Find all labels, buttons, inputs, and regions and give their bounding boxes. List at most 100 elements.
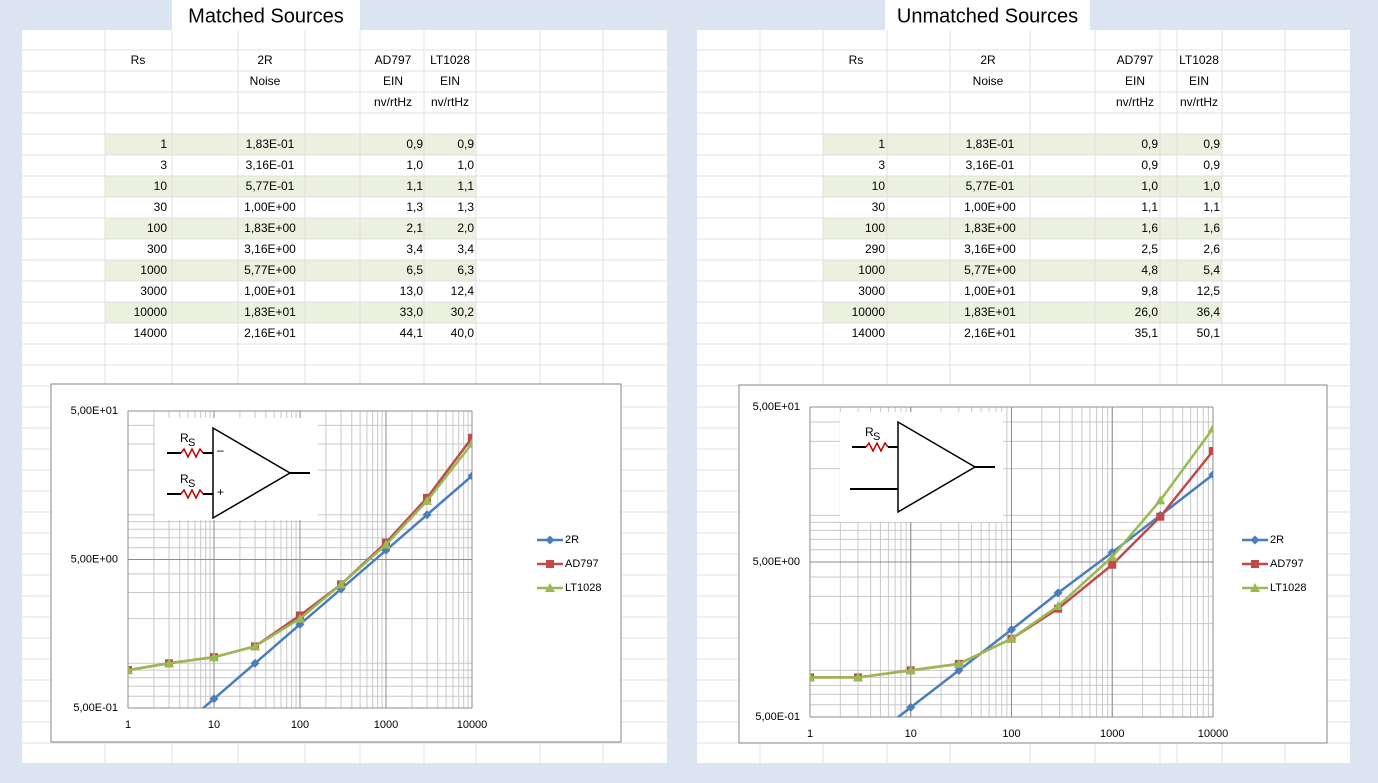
column-header: EIN [1189, 74, 1209, 88]
table-cell: 3,16E+00 [244, 242, 296, 256]
table-cell: 3000 [140, 284, 167, 298]
x-tick-label: 1 [125, 719, 131, 731]
table-cell: 1,00E+01 [244, 284, 296, 298]
table-cell: 1,0 [406, 158, 423, 172]
row-shade [823, 218, 1222, 239]
y-tick-label: 5,00E-01 [73, 702, 118, 714]
marker [1251, 560, 1259, 568]
table-cell: 1,0 [1141, 179, 1158, 193]
table-cell: 1,83E+01 [244, 305, 296, 319]
table-cell: 300 [147, 242, 167, 256]
table-cell: 1,83E+01 [964, 305, 1016, 319]
marker [467, 471, 472, 481]
marker [1007, 625, 1016, 635]
marker [810, 672, 815, 682]
op-amp [897, 420, 977, 514]
marker [954, 665, 964, 675]
table-cell: 3 [160, 158, 167, 172]
marker [250, 658, 260, 668]
x-tick-label: 100 [1002, 728, 1020, 740]
column-header: Rs [131, 53, 146, 67]
table-cell: 0,9 [1141, 158, 1158, 172]
input-sign: – [217, 443, 224, 457]
table-cell: 12,5 [1197, 284, 1221, 298]
column-header: Noise [973, 74, 1004, 88]
sheet-panel: Matched Sources Rs 2R Noise AD797 EIN nv/rtHz L… [22, 0, 667, 763]
marker [128, 665, 133, 675]
x-tick-label: 10 [208, 719, 220, 731]
table-cell: 1000 [858, 263, 885, 277]
marker [1053, 588, 1063, 598]
column-header: AD797 [1117, 53, 1154, 67]
title-box [172, 0, 360, 30]
table-cell: 30 [872, 200, 886, 214]
resistor [180, 447, 204, 459]
table-cell: 0,9 [1203, 158, 1220, 172]
table-cell: 6,5 [406, 263, 423, 277]
marker [295, 613, 305, 623]
y-tick-label: 5,00E+01 [753, 401, 800, 413]
table-cell: 9,8 [1141, 284, 1158, 298]
marker [953, 658, 964, 668]
op-amp [212, 426, 292, 520]
column-header: nv/rtHz [1116, 95, 1154, 109]
chart: 1 10 100 1000 10000 5,00E-01 5,00E+00 5,00E+01 R… [71, 405, 602, 731]
resistor-label: R [865, 425, 874, 439]
row-shade [105, 302, 476, 323]
x-tick-label: 10 [905, 728, 917, 740]
table-cell: 1,3 [406, 200, 423, 214]
marker [1209, 447, 1213, 456]
x-tick-label: 1 [807, 728, 813, 740]
chart-frame [738, 384, 1328, 744]
input-sign: + [217, 485, 224, 499]
table-cell: 1,00E+00 [244, 200, 296, 214]
table-cell: 1,83E-01 [966, 137, 1015, 151]
column-header: EIN [383, 74, 403, 88]
table-cell: 36,4 [1197, 305, 1221, 319]
marker [209, 652, 219, 662]
marker [1155, 495, 1166, 505]
table-cell: 100 [865, 221, 885, 235]
legend-label: LT1028 [1270, 582, 1307, 594]
marker [1053, 601, 1064, 611]
table-cell: 1 [878, 137, 885, 151]
resistor-subscript: S [188, 437, 195, 449]
table-cell: 100 [147, 221, 167, 235]
marker [1108, 560, 1117, 569]
marker [467, 438, 472, 448]
column-header: 2R [257, 53, 273, 67]
table-cell: 1000 [140, 263, 167, 277]
marker [381, 539, 391, 549]
table-cell: 1,83E-01 [246, 137, 295, 151]
table-cell: 1,00E+01 [964, 284, 1016, 298]
column-header: Rs [849, 53, 864, 67]
y-tick-label: 5,00E+01 [71, 405, 118, 417]
column-header: Noise [250, 74, 281, 88]
table-cell: 1,1 [406, 179, 423, 193]
column-header: EIN [440, 74, 460, 88]
table-cell: 30,2 [451, 305, 475, 319]
table-cell: 3,4 [406, 242, 423, 256]
x-tick-label: 1000 [1100, 728, 1124, 740]
plot-area [128, 433, 472, 708]
row-shade [823, 176, 1222, 197]
marker [546, 560, 554, 568]
marker [422, 510, 432, 520]
column-header: nv/rtHz [374, 95, 412, 109]
table-cell: 1,1 [457, 179, 474, 193]
table-cell: 35,1 [1135, 326, 1159, 340]
marker [1208, 423, 1213, 433]
row-shade [823, 260, 1222, 281]
column-header: LT1028 [430, 53, 470, 67]
resistor-subscript: S [188, 478, 195, 490]
table-cell: 1,6 [1141, 221, 1158, 235]
marker [1107, 551, 1118, 561]
table-cell: 5,77E+00 [964, 263, 1016, 277]
panel-title: Unmatched Sources [897, 5, 1078, 27]
table-cell: 2,1 [406, 221, 423, 235]
table-cell: 3000 [858, 284, 885, 298]
marker [336, 579, 347, 589]
marker [1250, 583, 1260, 592]
